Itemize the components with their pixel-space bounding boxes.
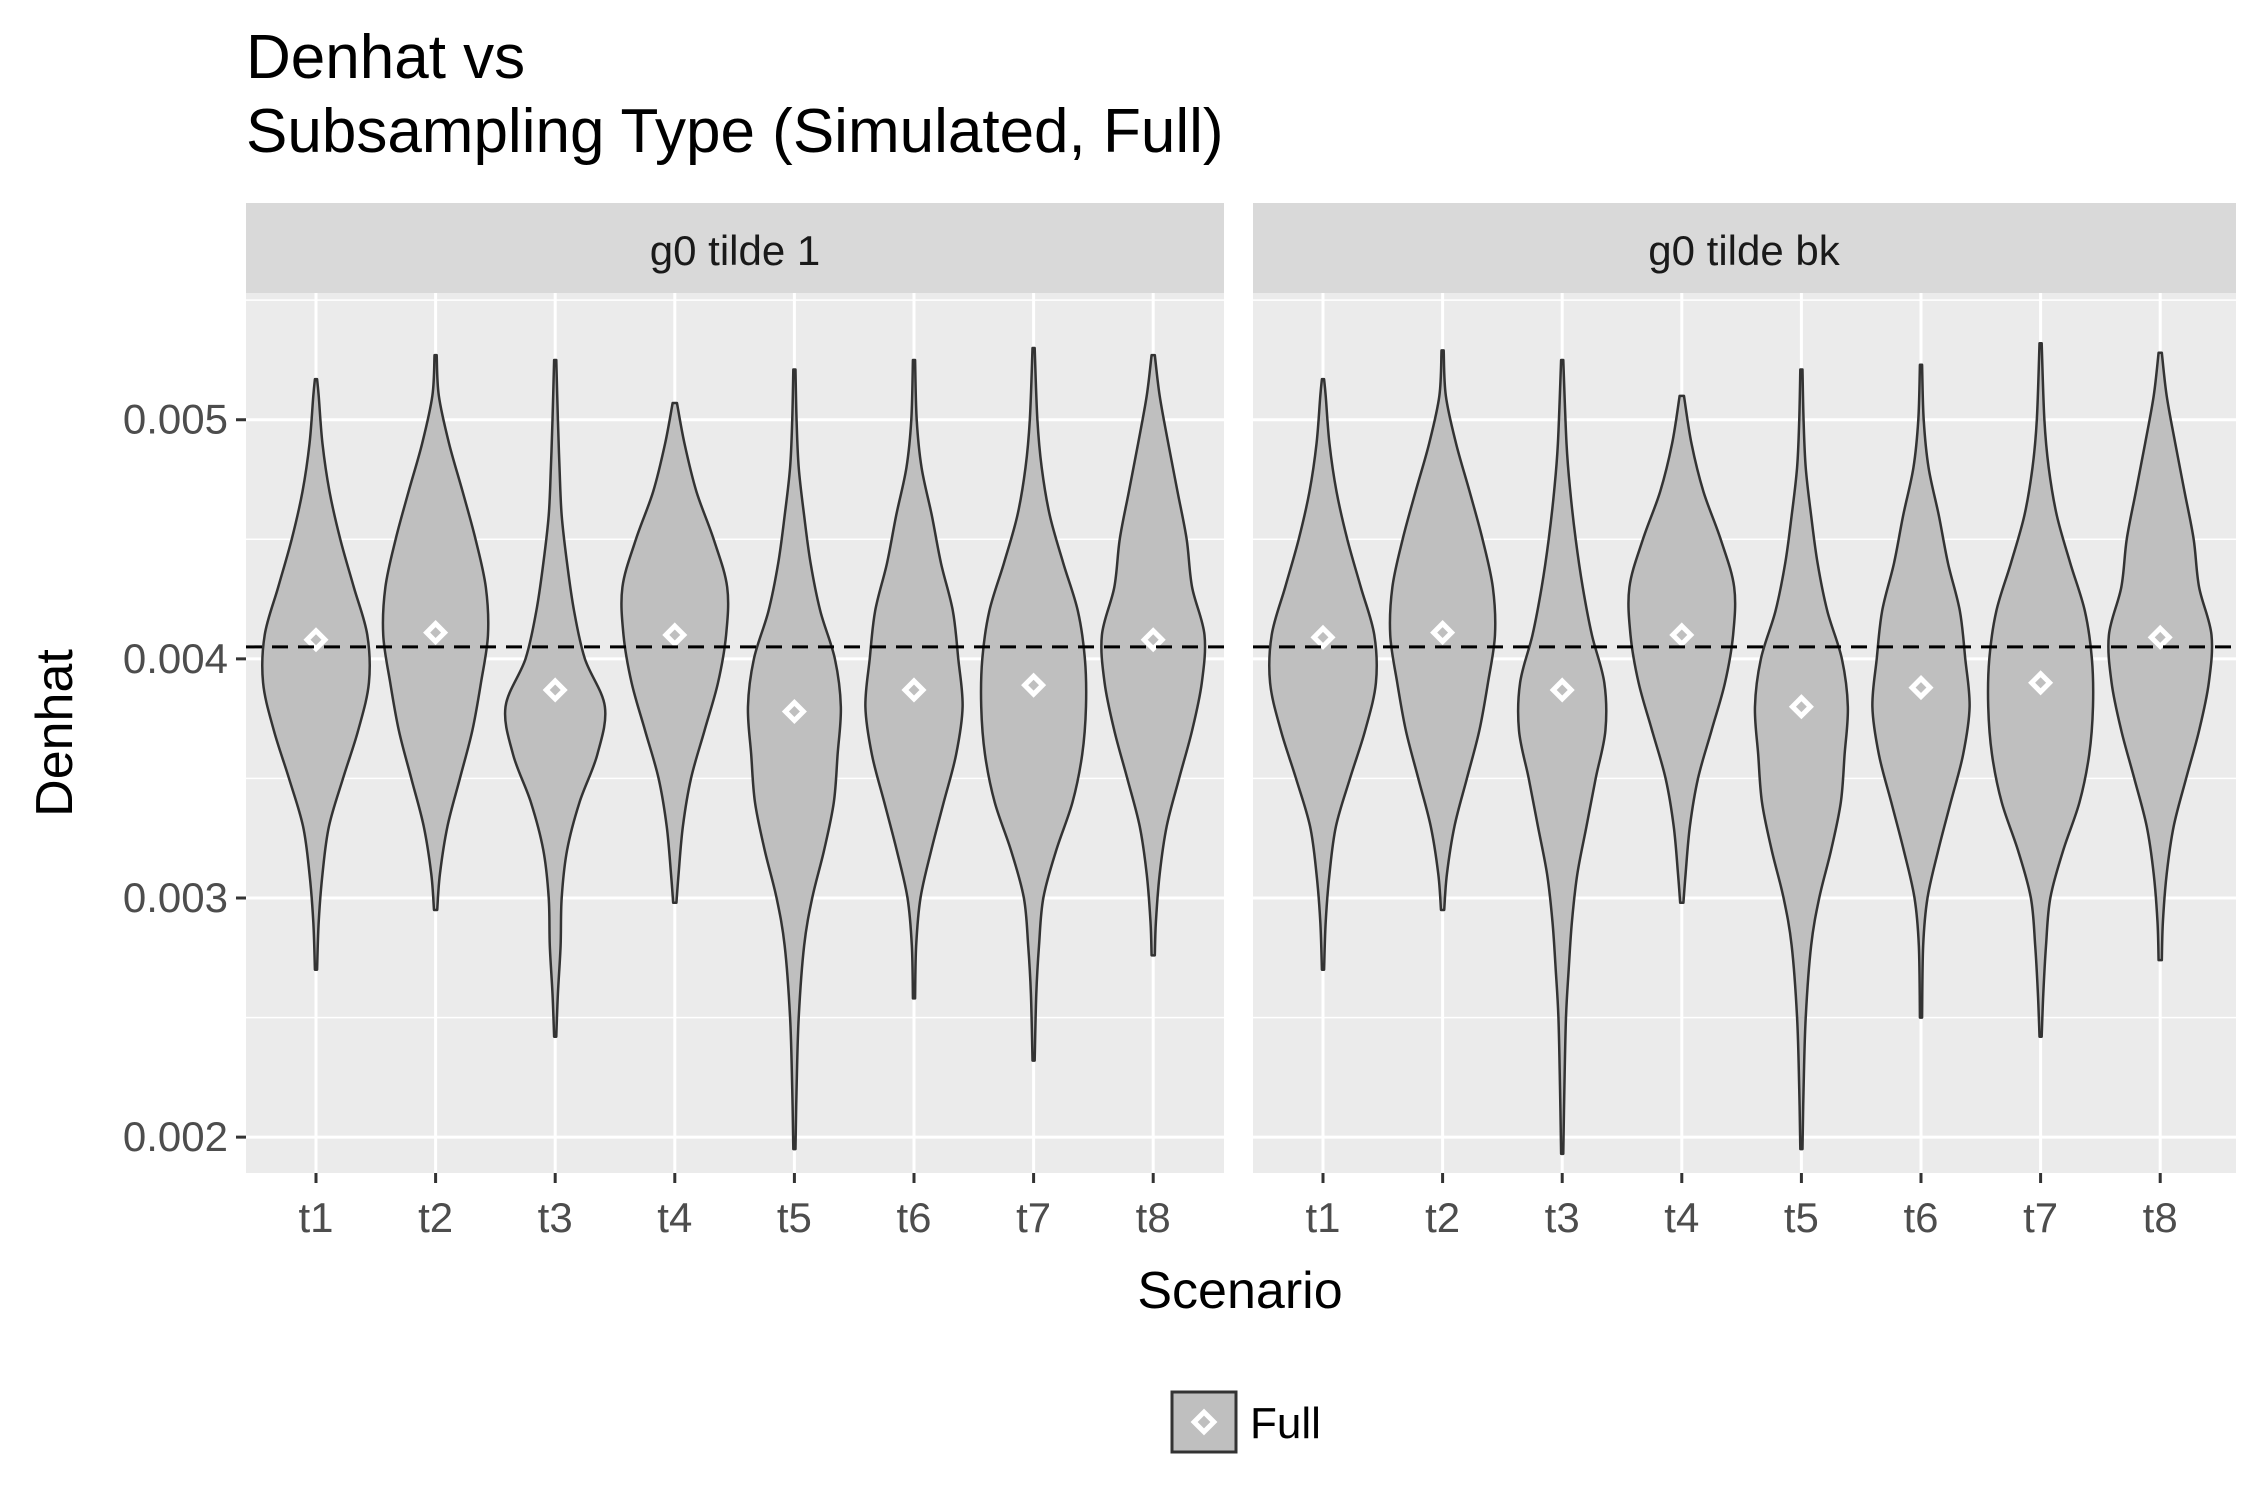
x-tick-label-t3: t3	[538, 1194, 573, 1241]
facet-strip-left	[246, 203, 1224, 293]
x-tick-label-t2: t2	[418, 1194, 453, 1241]
mean-marker-t8	[1140, 627, 1166, 653]
mean-marker-t3	[1549, 677, 1575, 703]
violin-t3	[1516, 358, 1608, 1156]
x-tick-label-t2: t2	[1425, 1194, 1460, 1241]
y-tick-label: 0.003	[123, 874, 228, 921]
x-tick-label-t4: t4	[657, 1194, 692, 1241]
mean-marker-t7	[1021, 672, 1047, 698]
violin-t5	[746, 368, 843, 1151]
facet-label-right: g0 tilde bk	[1648, 227, 1840, 274]
mean-marker-t4	[662, 622, 688, 648]
mean-marker-t3	[542, 677, 568, 703]
violin-t1	[261, 377, 371, 971]
violin-t8	[1100, 353, 1207, 957]
mean-marker-t1	[1310, 624, 1336, 650]
mean-marker-t2	[1430, 620, 1456, 646]
legend-mean-marker	[1190, 1408, 1218, 1436]
y-tick-label: 0.005	[123, 396, 228, 443]
violin-t5	[1753, 368, 1850, 1151]
y-axis-title: Denhat	[26, 649, 84, 817]
mean-marker-t6	[1908, 675, 1934, 701]
violins-right	[1268, 341, 2214, 1156]
x-tick-label-t6: t6	[1903, 1194, 1938, 1241]
mean-marker-t5	[1788, 694, 1814, 720]
mean-marker-t6	[901, 677, 927, 703]
mean-marker-t1	[303, 627, 329, 653]
x-axis: t1 t2 t3 t4 t5 t6 t7 t8 t1 t2 t3 t4 t5 t6 t7 t8	[298, 1173, 2178, 1241]
facet-panel-right: g0 tilde bk	[1253, 203, 2236, 1173]
x-tick-label-t5: t5	[777, 1194, 812, 1241]
mean-marker-t2	[423, 620, 449, 646]
x-axis-title: Scenario	[1137, 1262, 1342, 1320]
facet-strip-right	[1253, 203, 2236, 293]
y-tick-label: 0.002	[123, 1113, 228, 1160]
x-tick-label-t1: t1	[1305, 1194, 1340, 1241]
legend-label-full: Full	[1250, 1399, 1321, 1448]
x-tick-label-t3: t3	[1545, 1194, 1580, 1241]
facet-panel-left: g0 tilde 1	[246, 203, 1224, 1173]
mean-marker-t5	[781, 698, 807, 725]
x-tick-label-t7: t7	[2023, 1194, 2058, 1241]
violin-t4	[1627, 394, 1737, 905]
x-tick-label-t8: t8	[2143, 1194, 2178, 1241]
violin-t4	[620, 401, 730, 905]
mean-marker-t7	[2028, 670, 2054, 696]
violins-left	[261, 346, 1207, 1151]
chart-title-line-2: Subsampling Type (Simulated, Full)	[246, 97, 1224, 166]
x-tick-label-t7: t7	[1016, 1194, 1051, 1241]
y-tick-label: 0.004	[123, 635, 228, 682]
x-tick-label-t5: t5	[1784, 1194, 1819, 1241]
violin-t8	[2107, 351, 2214, 962]
facet-label-left: g0 tilde 1	[650, 227, 820, 274]
x-tick-label-t1: t1	[298, 1194, 333, 1241]
violin-t7	[979, 346, 1088, 1062]
chart-title-line-1: Denhat vs	[246, 23, 525, 92]
x-tick-label-t4: t4	[1664, 1194, 1699, 1241]
legend: Full	[1170, 1390, 1321, 1454]
mean-marker-t4	[1669, 622, 1695, 648]
x-tick-label-t6: t6	[896, 1194, 931, 1241]
violin-t1	[1268, 377, 1378, 971]
x-tick-label-t8: t8	[1136, 1194, 1171, 1241]
y-axis: 0.002 0.003 0.004 0.005	[123, 396, 246, 1160]
mean-marker-t8	[2147, 624, 2173, 650]
